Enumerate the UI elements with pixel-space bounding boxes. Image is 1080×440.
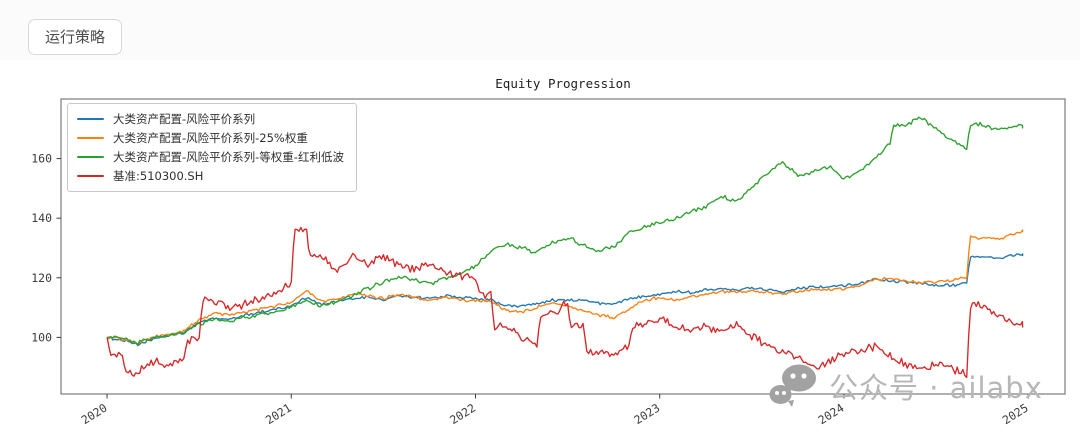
legend-line-orange	[77, 136, 104, 140]
y-tick-label: 100	[31, 330, 52, 344]
legend-item-risk-parity: 大类资产配置-风险平价系列	[77, 111, 344, 127]
y-tick-label: 120	[31, 271, 52, 285]
legend-item-risk-parity-25pct: 大类资产配置-风险平价系列-25%权重	[77, 130, 344, 146]
series-line-0	[106, 253, 1024, 347]
legend-line-red	[77, 174, 104, 178]
x-tick-label: 2023	[631, 401, 662, 428]
legend-label: 大类资产配置-风险平价系列-等权重-红利低波	[113, 150, 344, 164]
legend-item-benchmark-510300: 基准:510300.SH	[77, 168, 344, 184]
y-tick-label: 160	[31, 152, 52, 166]
legend-item-equal-weight-dividend-lowvol: 大类资产配置-风险平价系列-等权重-红利低波	[77, 149, 344, 165]
y-tick-label: 140	[31, 211, 52, 225]
equity-chart: Equity Progression 100 120 140 160 2020 2021 20…	[0, 60, 1080, 440]
legend-label: 大类资产配置-风险平价系列-25%权重	[113, 131, 308, 145]
x-tick-label: 2022	[447, 401, 478, 428]
legend-label: 大类资产配置-风险平价系列	[113, 112, 256, 126]
chart-legend: 大类资产配置-风险平价系列 大类资产配置-风险平价系列-25%权重 大类资产配置…	[67, 103, 357, 192]
axes-frame	[60, 98, 1066, 395]
legend-label: 基准:510300.SH	[113, 169, 204, 183]
chart-title: Equity Progression	[495, 76, 630, 91]
series-line-3	[106, 226, 1024, 379]
x-tick-label: 2024	[816, 401, 847, 428]
run-strategy-button[interactable]: 运行策略	[28, 19, 123, 55]
series-line-1	[106, 229, 1024, 345]
x-tick-label: 2025	[1000, 401, 1031, 428]
legend-line-blue	[77, 117, 104, 121]
x-tick-label: 2020	[79, 401, 110, 428]
x-tick-label: 2021	[263, 401, 294, 428]
plot-area: Equity Progression 100 120 140 160 2020 2021 20…	[31, 76, 1066, 428]
series-line-2	[107, 116, 1024, 346]
legend-line-green	[77, 155, 104, 159]
series-layer	[106, 116, 1024, 379]
